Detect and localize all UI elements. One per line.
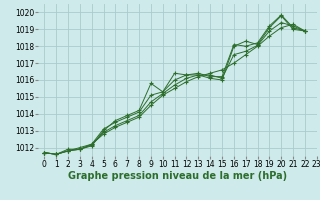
X-axis label: Graphe pression niveau de la mer (hPa): Graphe pression niveau de la mer (hPa) bbox=[68, 171, 287, 181]
